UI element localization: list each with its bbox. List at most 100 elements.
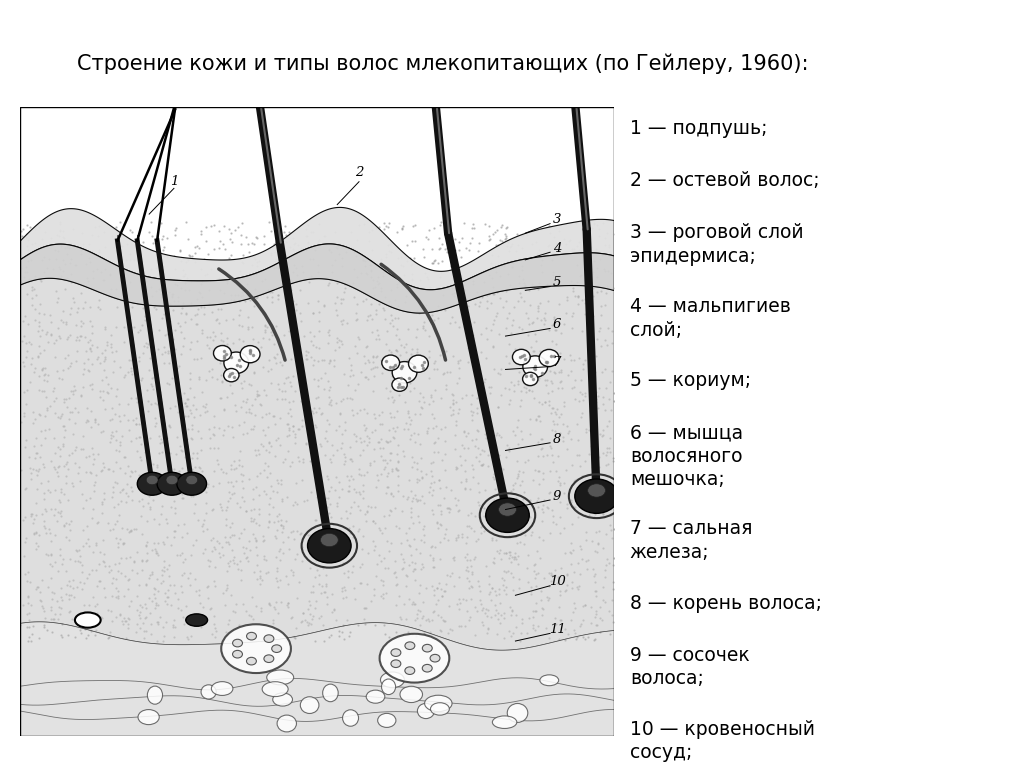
Point — [145, 346, 162, 358]
Point — [234, 541, 251, 553]
Point — [43, 315, 59, 328]
Point — [191, 242, 208, 254]
Point — [327, 226, 343, 239]
Point — [124, 301, 140, 313]
Point — [480, 578, 497, 591]
Point — [481, 234, 498, 246]
Point — [413, 534, 429, 546]
Point — [115, 538, 131, 550]
Point — [32, 450, 48, 463]
Point — [398, 493, 415, 505]
Point — [214, 587, 230, 599]
Point — [403, 634, 420, 647]
Point — [285, 395, 301, 407]
Point — [585, 400, 601, 412]
Point — [166, 324, 182, 336]
Point — [373, 281, 389, 294]
Point — [261, 597, 278, 609]
Point — [372, 262, 388, 275]
Point — [35, 458, 51, 470]
Point — [213, 327, 229, 339]
Point — [159, 251, 175, 263]
Point — [311, 466, 328, 479]
Point — [371, 410, 387, 422]
Point — [267, 449, 284, 462]
Point — [19, 318, 36, 330]
Point — [140, 300, 157, 312]
Point — [19, 635, 36, 647]
Point — [493, 363, 509, 375]
Point — [541, 398, 557, 410]
Point — [578, 278, 594, 291]
Point — [344, 393, 360, 405]
Point — [160, 318, 176, 331]
Point — [177, 397, 194, 409]
Point — [421, 486, 437, 499]
Point — [250, 444, 266, 456]
Point — [582, 255, 598, 268]
Point — [287, 334, 303, 346]
Point — [541, 395, 557, 407]
Point — [94, 347, 111, 359]
Point — [343, 359, 359, 371]
Point — [390, 252, 407, 264]
Point — [85, 265, 101, 278]
Point — [364, 501, 380, 513]
Point — [146, 588, 163, 600]
Point — [95, 555, 112, 567]
Point — [306, 571, 323, 583]
Point — [36, 251, 52, 263]
Point — [92, 546, 109, 558]
Point — [168, 448, 184, 460]
Point — [319, 337, 336, 350]
Point — [398, 417, 415, 430]
Point — [245, 493, 261, 505]
Point — [233, 460, 250, 472]
Point — [148, 547, 165, 559]
Point — [269, 581, 286, 593]
Point — [123, 364, 139, 377]
Point — [344, 566, 360, 578]
Polygon shape — [20, 244, 614, 313]
Point — [189, 447, 206, 459]
Point — [583, 271, 599, 283]
Point — [287, 428, 303, 440]
Point — [562, 234, 579, 246]
Point — [72, 624, 88, 637]
Point — [58, 565, 75, 578]
Point — [332, 407, 348, 419]
Point — [595, 424, 611, 436]
Point — [407, 489, 423, 501]
Point — [128, 523, 144, 535]
Point — [90, 245, 106, 258]
Point — [166, 364, 182, 377]
Point — [499, 312, 515, 324]
Point — [596, 263, 612, 275]
Point — [407, 235, 423, 247]
Point — [215, 265, 231, 278]
Point — [158, 329, 174, 341]
Point — [231, 304, 248, 316]
Point — [24, 635, 40, 647]
Point — [338, 246, 354, 258]
Point — [78, 451, 94, 463]
Point — [382, 504, 398, 516]
Point — [316, 367, 333, 380]
Point — [296, 330, 312, 342]
Point — [557, 624, 573, 636]
Point — [193, 228, 209, 240]
Point — [432, 266, 449, 278]
Point — [476, 276, 493, 288]
Point — [144, 544, 161, 556]
Point — [77, 296, 93, 308]
Point — [527, 571, 544, 584]
Point — [112, 439, 128, 451]
Point — [45, 509, 61, 521]
Point — [349, 298, 366, 311]
Point — [314, 354, 331, 367]
Point — [383, 486, 399, 499]
Point — [526, 559, 543, 571]
Point — [205, 344, 221, 357]
Point — [43, 594, 59, 606]
Point — [19, 255, 36, 267]
